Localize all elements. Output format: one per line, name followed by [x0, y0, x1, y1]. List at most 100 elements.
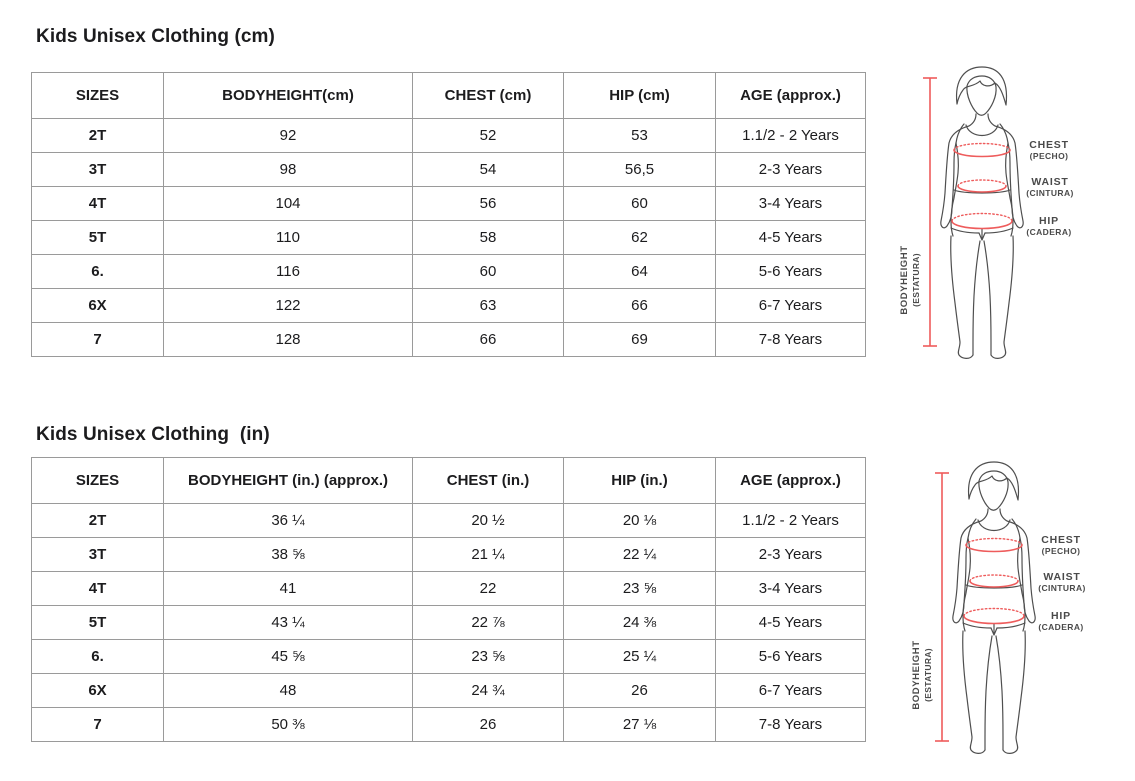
- table-cell: 1.1/2 - 2 Years: [715, 503, 866, 538]
- table-cell: 26: [412, 707, 564, 742]
- table-cell: 6.: [31, 639, 164, 674]
- table-cell: 4T: [31, 186, 164, 221]
- table-row: 4T 104 56 60 3-4 Years: [31, 186, 866, 221]
- waist-label: WAIST: [1031, 176, 1068, 188]
- table-cell: 23 ⅝: [412, 639, 564, 674]
- table-cell: 2T: [31, 503, 164, 538]
- table-cell: 20 ½: [412, 503, 564, 538]
- body-measurement-diagram: BODYHEIGHT (ESTATURA): [899, 66, 1074, 359]
- table-cell: 22: [412, 571, 564, 606]
- table-row: 7 50 ⅜ 26 27 ⅛ 7-8 Years: [31, 707, 866, 742]
- table-row: 2T 36 ¼ 20 ½ 20 ⅛ 1.1/2 - 2 Years: [31, 503, 866, 538]
- table-cell: 4T: [31, 571, 164, 606]
- table-cell: 122: [163, 288, 413, 323]
- table-cell: 22 ¼: [563, 537, 716, 572]
- table-header-cell: SIZES: [31, 457, 164, 504]
- table-row: 6X 48 24 ¾ 26 6-7 Years: [31, 673, 866, 708]
- body-figure-in: BODYHEIGHT (ESTATURA): [902, 453, 1135, 773]
- waist-sublabel: (CINTURA): [1038, 583, 1086, 593]
- table-cell: 2-3 Years: [715, 537, 866, 572]
- table-cell: 20 ⅛: [563, 503, 716, 538]
- measurement-ellipses: [963, 537, 1025, 625]
- size-table-cm: SIZES BODYHEIGHT(cm) CHEST (cm) HIP (cm) AGE…: [31, 72, 866, 357]
- table-cell: 43 ¼: [163, 605, 413, 640]
- table-header-cell: AGE (approx.): [715, 72, 866, 119]
- table-cell: 110: [163, 220, 413, 255]
- table-cell: 116: [163, 254, 413, 289]
- bodyheight-measure-line: [923, 77, 937, 347]
- table-row: 3T 38 ⅝ 21 ¼ 22 ¼ 2-3 Years: [31, 537, 866, 572]
- table-cell: 7: [31, 322, 164, 357]
- bodyheight-label: BODYHEIGHT: [911, 640, 922, 709]
- table-cell: 52: [412, 118, 564, 153]
- table-cell: 25 ¼: [563, 639, 716, 674]
- table-cell: 5-6 Years: [715, 639, 866, 674]
- child-body-outline: [952, 461, 1036, 754]
- table-cell: 56: [412, 186, 564, 221]
- table-cell: 7-8 Years: [715, 322, 866, 357]
- table-cell: 3T: [31, 152, 164, 187]
- bodyheight-sublabel: (ESTATURA): [911, 253, 921, 307]
- table-cell: 24 ⅜: [563, 605, 716, 640]
- table-header-cell: CHEST (in.): [412, 457, 564, 504]
- table-cell: 60: [412, 254, 564, 289]
- table-cell: 22 ⅞: [412, 605, 564, 640]
- table-cell: 41: [163, 571, 413, 606]
- table-cell: 50 ⅜: [163, 707, 413, 742]
- table-cell: 6X: [31, 673, 164, 708]
- table-row: 2T 92 52 53 1.1/2 - 2 Years: [31, 118, 866, 153]
- chest-label: CHEST: [1029, 139, 1069, 151]
- table-header-cell: BODYHEIGHT(cm): [163, 72, 413, 119]
- table-cell: 3-4 Years: [715, 186, 866, 221]
- table-header-cell: HIP (in.): [563, 457, 716, 504]
- chest-label: CHEST: [1041, 534, 1081, 546]
- table-cell: 4-5 Years: [715, 220, 866, 255]
- table-cell: 23 ⅝: [563, 571, 716, 606]
- table-cell: 62: [563, 220, 716, 255]
- table-header-cell: HIP (cm): [563, 72, 716, 119]
- table-row: 5T 110 58 62 4-5 Years: [31, 220, 866, 255]
- table-cell: 36 ¼: [163, 503, 413, 538]
- bodyheight-label: BODYHEIGHT: [899, 245, 910, 314]
- table-cell: 24 ¾: [412, 673, 564, 708]
- table-cell: 92: [163, 118, 413, 153]
- table-header-cell: CHEST (cm): [412, 72, 564, 119]
- table-row: 6X 122 63 66 6-7 Years: [31, 288, 866, 323]
- table-cell: 38 ⅝: [163, 537, 413, 572]
- hip-sublabel: (CADERA): [1038, 622, 1083, 632]
- table-cell: 6X: [31, 288, 164, 323]
- table-cell: 2T: [31, 118, 164, 153]
- table-cell: 6-7 Years: [715, 288, 866, 323]
- table-header-row: SIZES BODYHEIGHT(cm) CHEST (cm) HIP (cm) AGE…: [31, 72, 866, 119]
- waist-label: WAIST: [1043, 571, 1080, 583]
- table-cell: 104: [163, 186, 413, 221]
- bodyheight-measure-line: [935, 472, 949, 742]
- table-header-row: SIZES BODYHEIGHT (in.) (approx.) CHEST (in…: [31, 457, 866, 504]
- table-cell: 7-8 Years: [715, 707, 866, 742]
- table-cell: 53: [563, 118, 716, 153]
- table-cell: 21 ¼: [412, 537, 564, 572]
- table-cell: 3-4 Years: [715, 571, 866, 606]
- table-cell: 1.1/2 - 2 Years: [715, 118, 866, 153]
- child-body-outline: [940, 66, 1024, 359]
- table-cell: 69: [563, 322, 716, 357]
- table-cell: 63: [412, 288, 564, 323]
- table-cell: 3T: [31, 537, 164, 572]
- table-cell: 27 ⅛: [563, 707, 716, 742]
- table-cell: 54: [412, 152, 564, 187]
- hip-label: HIP: [1039, 215, 1059, 227]
- table-cell: 5T: [31, 220, 164, 255]
- table-row: 6. 116 60 64 5-6 Years: [31, 254, 866, 289]
- table-row: 6. 45 ⅝ 23 ⅝ 25 ¼ 5-6 Years: [31, 639, 866, 674]
- section-title-cm: Kids Unisex Clothing (cm): [36, 26, 275, 47]
- waist-sublabel: (CINTURA): [1026, 188, 1074, 198]
- table-cell: 128: [163, 322, 413, 357]
- chest-sublabel: (PECHO): [1042, 546, 1081, 556]
- table-row: 7 128 66 69 7-8 Years: [31, 322, 866, 357]
- table-cell: 58: [412, 220, 564, 255]
- table-cell: 4-5 Years: [715, 605, 866, 640]
- table-cell: 66: [563, 288, 716, 323]
- table-cell: 98: [163, 152, 413, 187]
- table-cell: 5T: [31, 605, 164, 640]
